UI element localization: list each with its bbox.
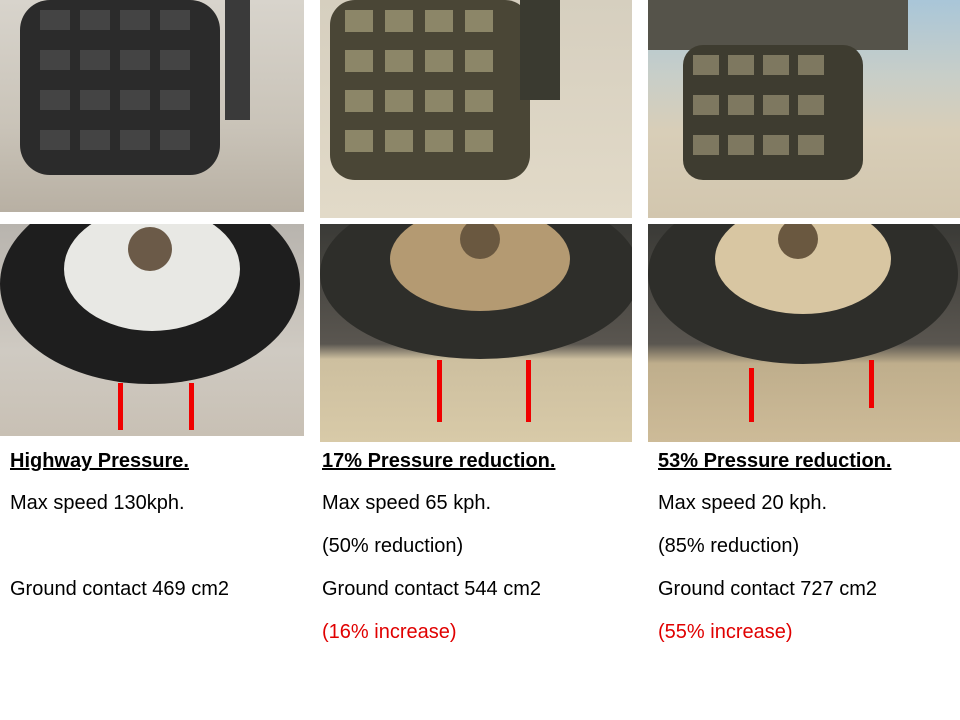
ground-contact-text: Ground contact 469 cm2	[10, 578, 230, 600]
tire-side-photo-53pct	[648, 224, 960, 442]
column-heading: 53% Pressure reduction.	[658, 450, 892, 472]
contact-increase-text: (55% increase)	[658, 621, 793, 643]
max-speed-text: Max speed 130kph.	[10, 492, 185, 514]
speed-reduction-text: (50% reduction)	[322, 535, 464, 557]
contact-marker-left	[749, 368, 754, 422]
tire-tread-photo-highway	[0, 0, 304, 212]
ground-contact-text: Ground contact 544 cm2	[322, 578, 542, 600]
contact-marker-right	[526, 360, 531, 422]
tire-tread-photo-17pct	[320, 0, 632, 218]
contact-marker-right	[189, 383, 194, 430]
speed-reduction-text: (85% reduction)	[658, 535, 800, 557]
max-speed-text: Max speed 65 kph.	[322, 492, 491, 514]
contact-increase-text: (16% increase)	[322, 621, 457, 643]
contact-marker-left	[118, 383, 123, 430]
max-speed-text: Max speed 20 kph.	[658, 492, 827, 514]
contact-marker-right	[869, 360, 874, 408]
contact-marker-left	[437, 360, 442, 422]
column-heading: Highway Pressure.	[10, 450, 189, 472]
tire-side-photo-17pct	[320, 224, 632, 442]
column-heading: 17% Pressure reduction.	[322, 450, 556, 472]
tire-tread-photo-53pct	[648, 0, 960, 218]
ground-contact-text: Ground contact 727 cm2	[658, 578, 878, 600]
tire-side-photo-highway	[0, 224, 304, 436]
